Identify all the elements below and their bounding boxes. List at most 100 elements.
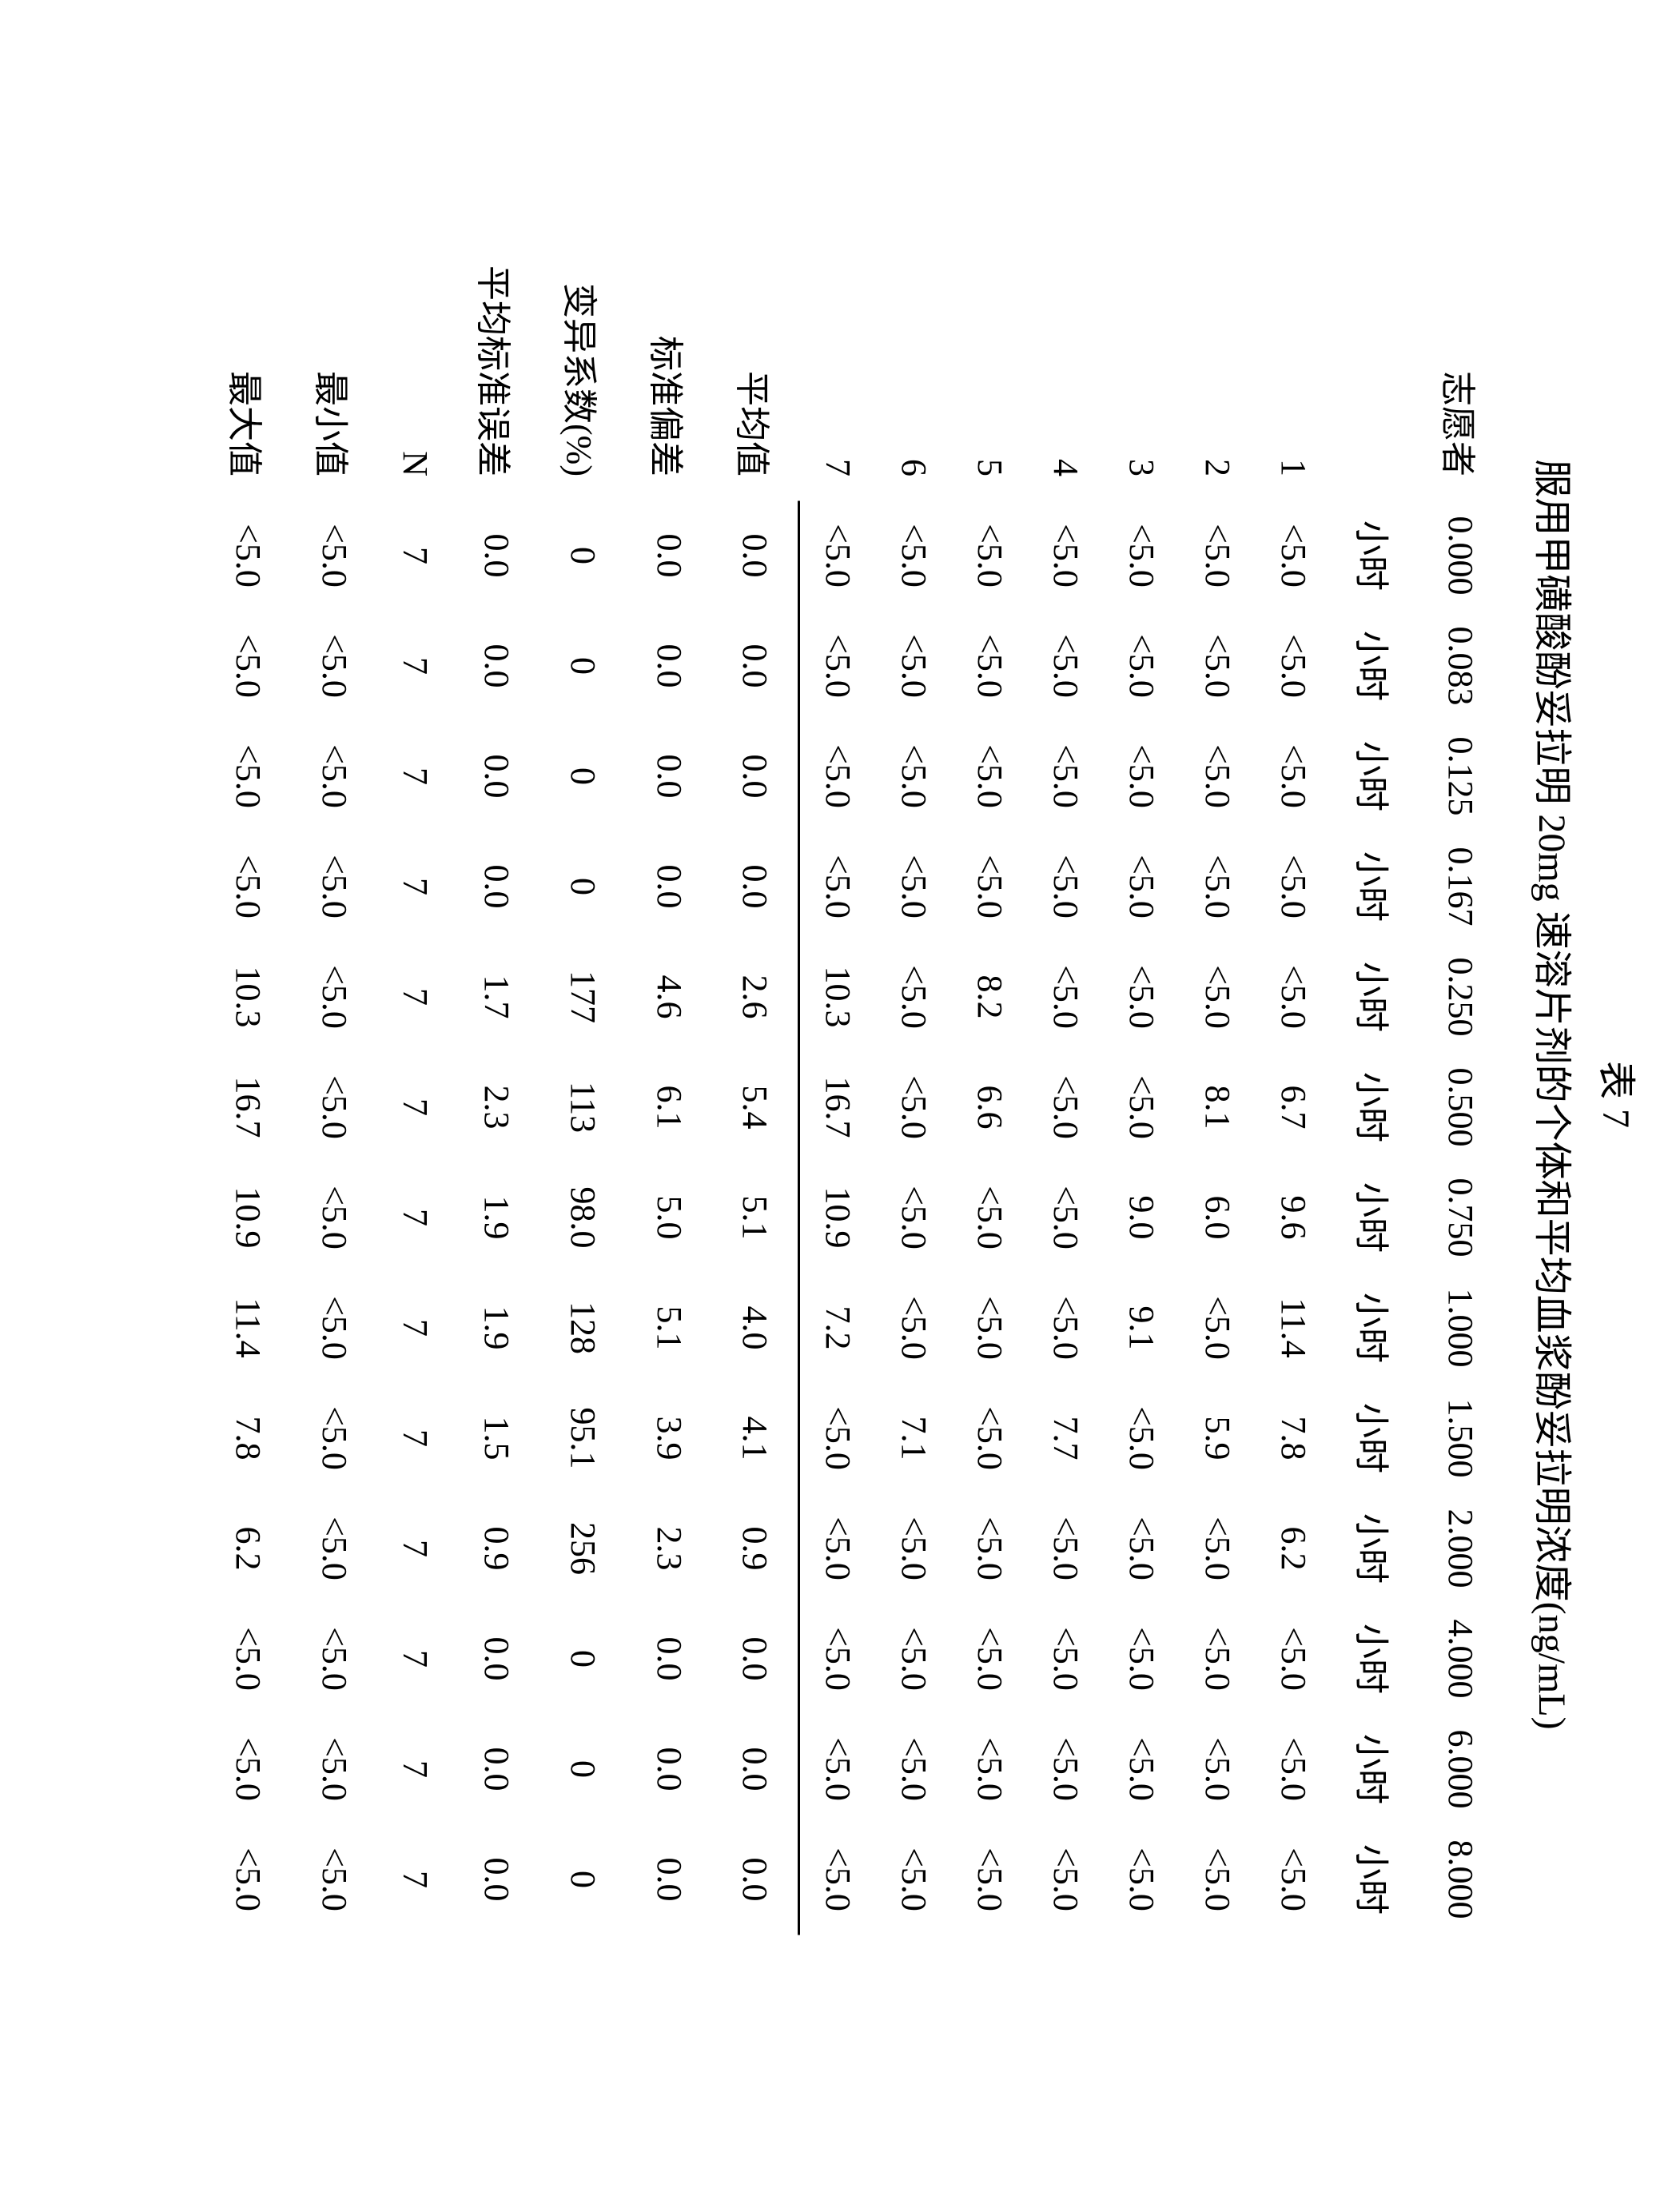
stat-cell: 5.4: [713, 1052, 799, 1162]
data-cell: <5.0: [1028, 942, 1104, 1052]
stat-cell: 0.0: [454, 721, 540, 831]
data-cell: <5.0: [800, 1824, 876, 1935]
data-cell: <5.0: [800, 1493, 876, 1604]
stat-cell: 256: [540, 1493, 627, 1604]
stat-cell: <5.0: [292, 1162, 378, 1273]
stat-cell: 10.3: [205, 942, 292, 1052]
data-cell: <5.0: [1104, 1052, 1180, 1162]
data-cell: <5.0: [1028, 500, 1104, 611]
stat-cell: 2.6: [713, 942, 799, 1052]
stat-cell: 16.7: [205, 1052, 292, 1162]
data-cell: <5.0: [952, 721, 1028, 831]
stat-cell: 7: [378, 831, 454, 942]
data-cell: <5.0: [800, 1714, 876, 1824]
stat-cell: <5.0: [292, 1714, 378, 1824]
data-cell: 7.7: [1028, 1383, 1104, 1493]
timepoint-header: 0.125: [1418, 721, 1504, 831]
stat-cell: 6.1: [627, 1052, 713, 1162]
stat-cell: 0: [540, 1604, 627, 1714]
data-cell: <5.0: [1256, 611, 1332, 721]
data-cell: <5.0: [1028, 1493, 1104, 1604]
stat-cell: 7: [378, 942, 454, 1052]
stat-cell: <5.0: [292, 721, 378, 831]
stat-cell: 7: [378, 611, 454, 721]
data-cell: <5.0: [1028, 1273, 1104, 1383]
stat-cell: 7: [378, 1052, 454, 1162]
data-cell: <5.0: [800, 500, 876, 611]
data-cell: 7.8: [1256, 1383, 1332, 1493]
data-cell: <5.0: [1028, 1714, 1104, 1824]
stat-cell: <5.0: [292, 1273, 378, 1383]
stat-label: 标准偏差: [627, 254, 713, 500]
data-cell: <5.0: [876, 942, 952, 1052]
stat-cell: 4.0: [713, 1273, 799, 1383]
stat-cell: 1.5: [454, 1383, 540, 1493]
data-cell: <5.0: [876, 721, 952, 831]
stat-cell: 7: [378, 721, 454, 831]
stat-cell: 0.0: [627, 1824, 713, 1935]
stat-cell: 4.1: [713, 1383, 799, 1493]
unit-cell: 小时: [1332, 1604, 1418, 1714]
data-cell: <5.0: [1028, 1052, 1104, 1162]
stat-cell: 7: [378, 1273, 454, 1383]
stat-cell: 7: [378, 1383, 454, 1493]
stat-cell: 1.9: [454, 1162, 540, 1273]
stat-cell: 3.9: [627, 1383, 713, 1493]
stat-cell: 10.9: [205, 1162, 292, 1273]
data-cell: <5.0: [876, 1162, 952, 1273]
stat-cell: 0.0: [627, 831, 713, 942]
stat-cell: 7: [378, 1824, 454, 1935]
stat-cell: 7: [378, 1162, 454, 1273]
stat-cell: <5.0: [205, 1714, 292, 1824]
stat-cell: 0.0: [454, 1824, 540, 1935]
stat-cell: <5.0: [292, 1493, 378, 1604]
data-cell: <5.0: [1028, 1604, 1104, 1714]
data-cell: <5.0: [1104, 611, 1180, 721]
timepoint-header: 1.000: [1418, 1273, 1504, 1383]
table-caption: 表 7: [1592, 0, 1648, 2188]
stat-cell: 5.1: [627, 1273, 713, 1383]
data-cell: <5.0: [952, 1162, 1028, 1273]
timepoint-header: 2.000: [1418, 1493, 1504, 1604]
data-cell: <5.0: [1180, 1714, 1256, 1824]
stat-label: 最大值: [205, 254, 292, 500]
timepoint-header: 8.000: [1418, 1824, 1504, 1935]
header-label: 志愿者: [1418, 254, 1504, 500]
data-cell: <5.0: [952, 1714, 1028, 1824]
stat-cell: 0: [540, 721, 627, 831]
data-cell: <5.0: [952, 831, 1028, 942]
timepoint-header: 0.750: [1418, 1162, 1504, 1273]
unit-cell: 小时: [1332, 500, 1418, 611]
stat-cell: <5.0: [205, 1824, 292, 1935]
stat-cell: 0.0: [454, 1714, 540, 1824]
data-cell: <5.0: [1028, 721, 1104, 831]
data-cell: 6.7: [1256, 1052, 1332, 1162]
stat-cell: 1.9: [454, 1273, 540, 1383]
stat-cell: 11.4: [205, 1273, 292, 1383]
subject-id: 2: [1180, 254, 1256, 500]
data-cell: <5.0: [800, 1604, 876, 1714]
stat-cell: 7: [378, 1493, 454, 1604]
subject-id: 6: [876, 254, 952, 500]
data-cell: <5.0: [800, 611, 876, 721]
data-cell: <5.0: [1256, 1714, 1332, 1824]
stat-cell: 1.7: [454, 942, 540, 1052]
stat-cell: 177: [540, 942, 627, 1052]
data-cell: <5.0: [800, 831, 876, 942]
data-cell: 9.0: [1104, 1162, 1180, 1273]
stat-cell: 98.0: [540, 1162, 627, 1273]
stat-cell: <5.0: [205, 1604, 292, 1714]
subject-id: 5: [952, 254, 1028, 500]
unit-cell: 小时: [1332, 942, 1418, 1052]
data-cell: <5.0: [876, 831, 952, 942]
stat-cell: 128: [540, 1273, 627, 1383]
data-cell: <5.0: [952, 1273, 1028, 1383]
data-cell: 7.1: [876, 1383, 952, 1493]
data-cell: 7.2: [800, 1273, 876, 1383]
data-cell: <5.0: [800, 721, 876, 831]
unit-cell: 小时: [1332, 721, 1418, 831]
unit-cell: 小时: [1332, 1162, 1418, 1273]
data-cell: <5.0: [952, 1383, 1028, 1493]
stat-cell: <5.0: [292, 831, 378, 942]
timepoint-header: 4.000: [1418, 1604, 1504, 1714]
